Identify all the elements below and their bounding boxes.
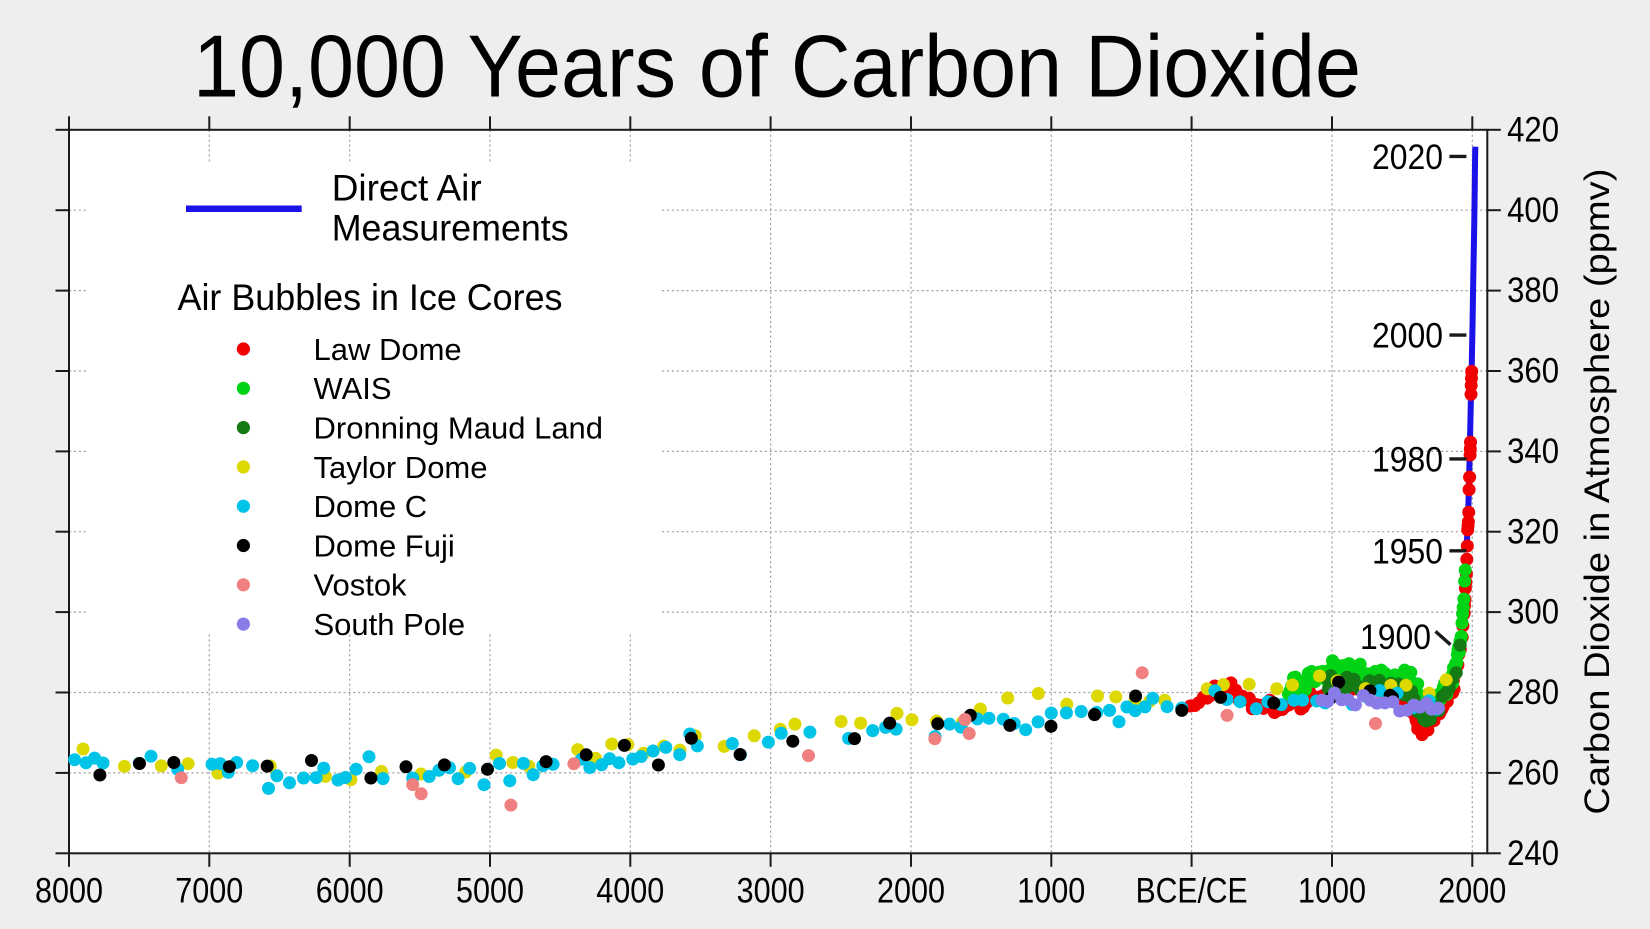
svg-text:360: 360 [1507,351,1559,391]
svg-text:2000: 2000 [877,871,945,911]
svg-text:Measurements: Measurements [332,207,569,248]
svg-text:380: 380 [1507,270,1559,310]
svg-text:1950: 1950 [1372,531,1443,571]
svg-text:10,000 Years of Carbon Dioxide: 10,000 Years of Carbon Dioxide [193,17,1361,116]
svg-text:Dome Fuji: Dome Fuji [314,528,455,563]
svg-text:320: 320 [1507,511,1559,551]
svg-text:WAIS: WAIS [314,371,392,406]
svg-text:Law Dome: Law Dome [314,332,462,367]
svg-text:240: 240 [1507,833,1559,873]
svg-text:Taylor Dome: Taylor Dome [314,450,488,485]
svg-text:South Pole: South Pole [314,607,466,642]
svg-text:Carbon Dioxide in Atmosphere (: Carbon Dioxide in Atmosphere (ppmv) [1577,169,1617,815]
svg-text:1000: 1000 [1298,871,1366,911]
svg-text:400: 400 [1507,190,1559,230]
svg-text:420: 420 [1507,109,1559,149]
svg-text:2000: 2000 [1438,871,1506,911]
svg-text:2000: 2000 [1372,316,1443,356]
svg-text:Dome C: Dome C [314,489,428,524]
svg-text:Direct Air: Direct Air [332,168,482,209]
svg-text:260: 260 [1507,753,1559,793]
svg-text:1900: 1900 [1360,617,1431,657]
svg-text:Air Bubbles in Ice Cores: Air Bubbles in Ice Cores [178,277,563,318]
svg-text:Vostok: Vostok [314,568,408,603]
svg-text:7000: 7000 [175,871,243,911]
svg-text:300: 300 [1507,592,1559,632]
svg-text:280: 280 [1507,672,1559,712]
svg-text:8000: 8000 [35,871,103,911]
svg-text:4000: 4000 [596,871,664,911]
svg-text:BCE/CE: BCE/CE [1136,871,1248,911]
svg-text:1980: 1980 [1372,439,1443,479]
svg-text:Dronning Maud Land: Dronning Maud Land [314,411,604,446]
svg-text:2020: 2020 [1372,137,1443,177]
svg-text:5000: 5000 [456,871,524,911]
svg-text:340: 340 [1507,431,1559,471]
svg-text:6000: 6000 [316,871,384,911]
svg-text:3000: 3000 [737,871,805,911]
svg-text:1000: 1000 [1017,871,1085,911]
